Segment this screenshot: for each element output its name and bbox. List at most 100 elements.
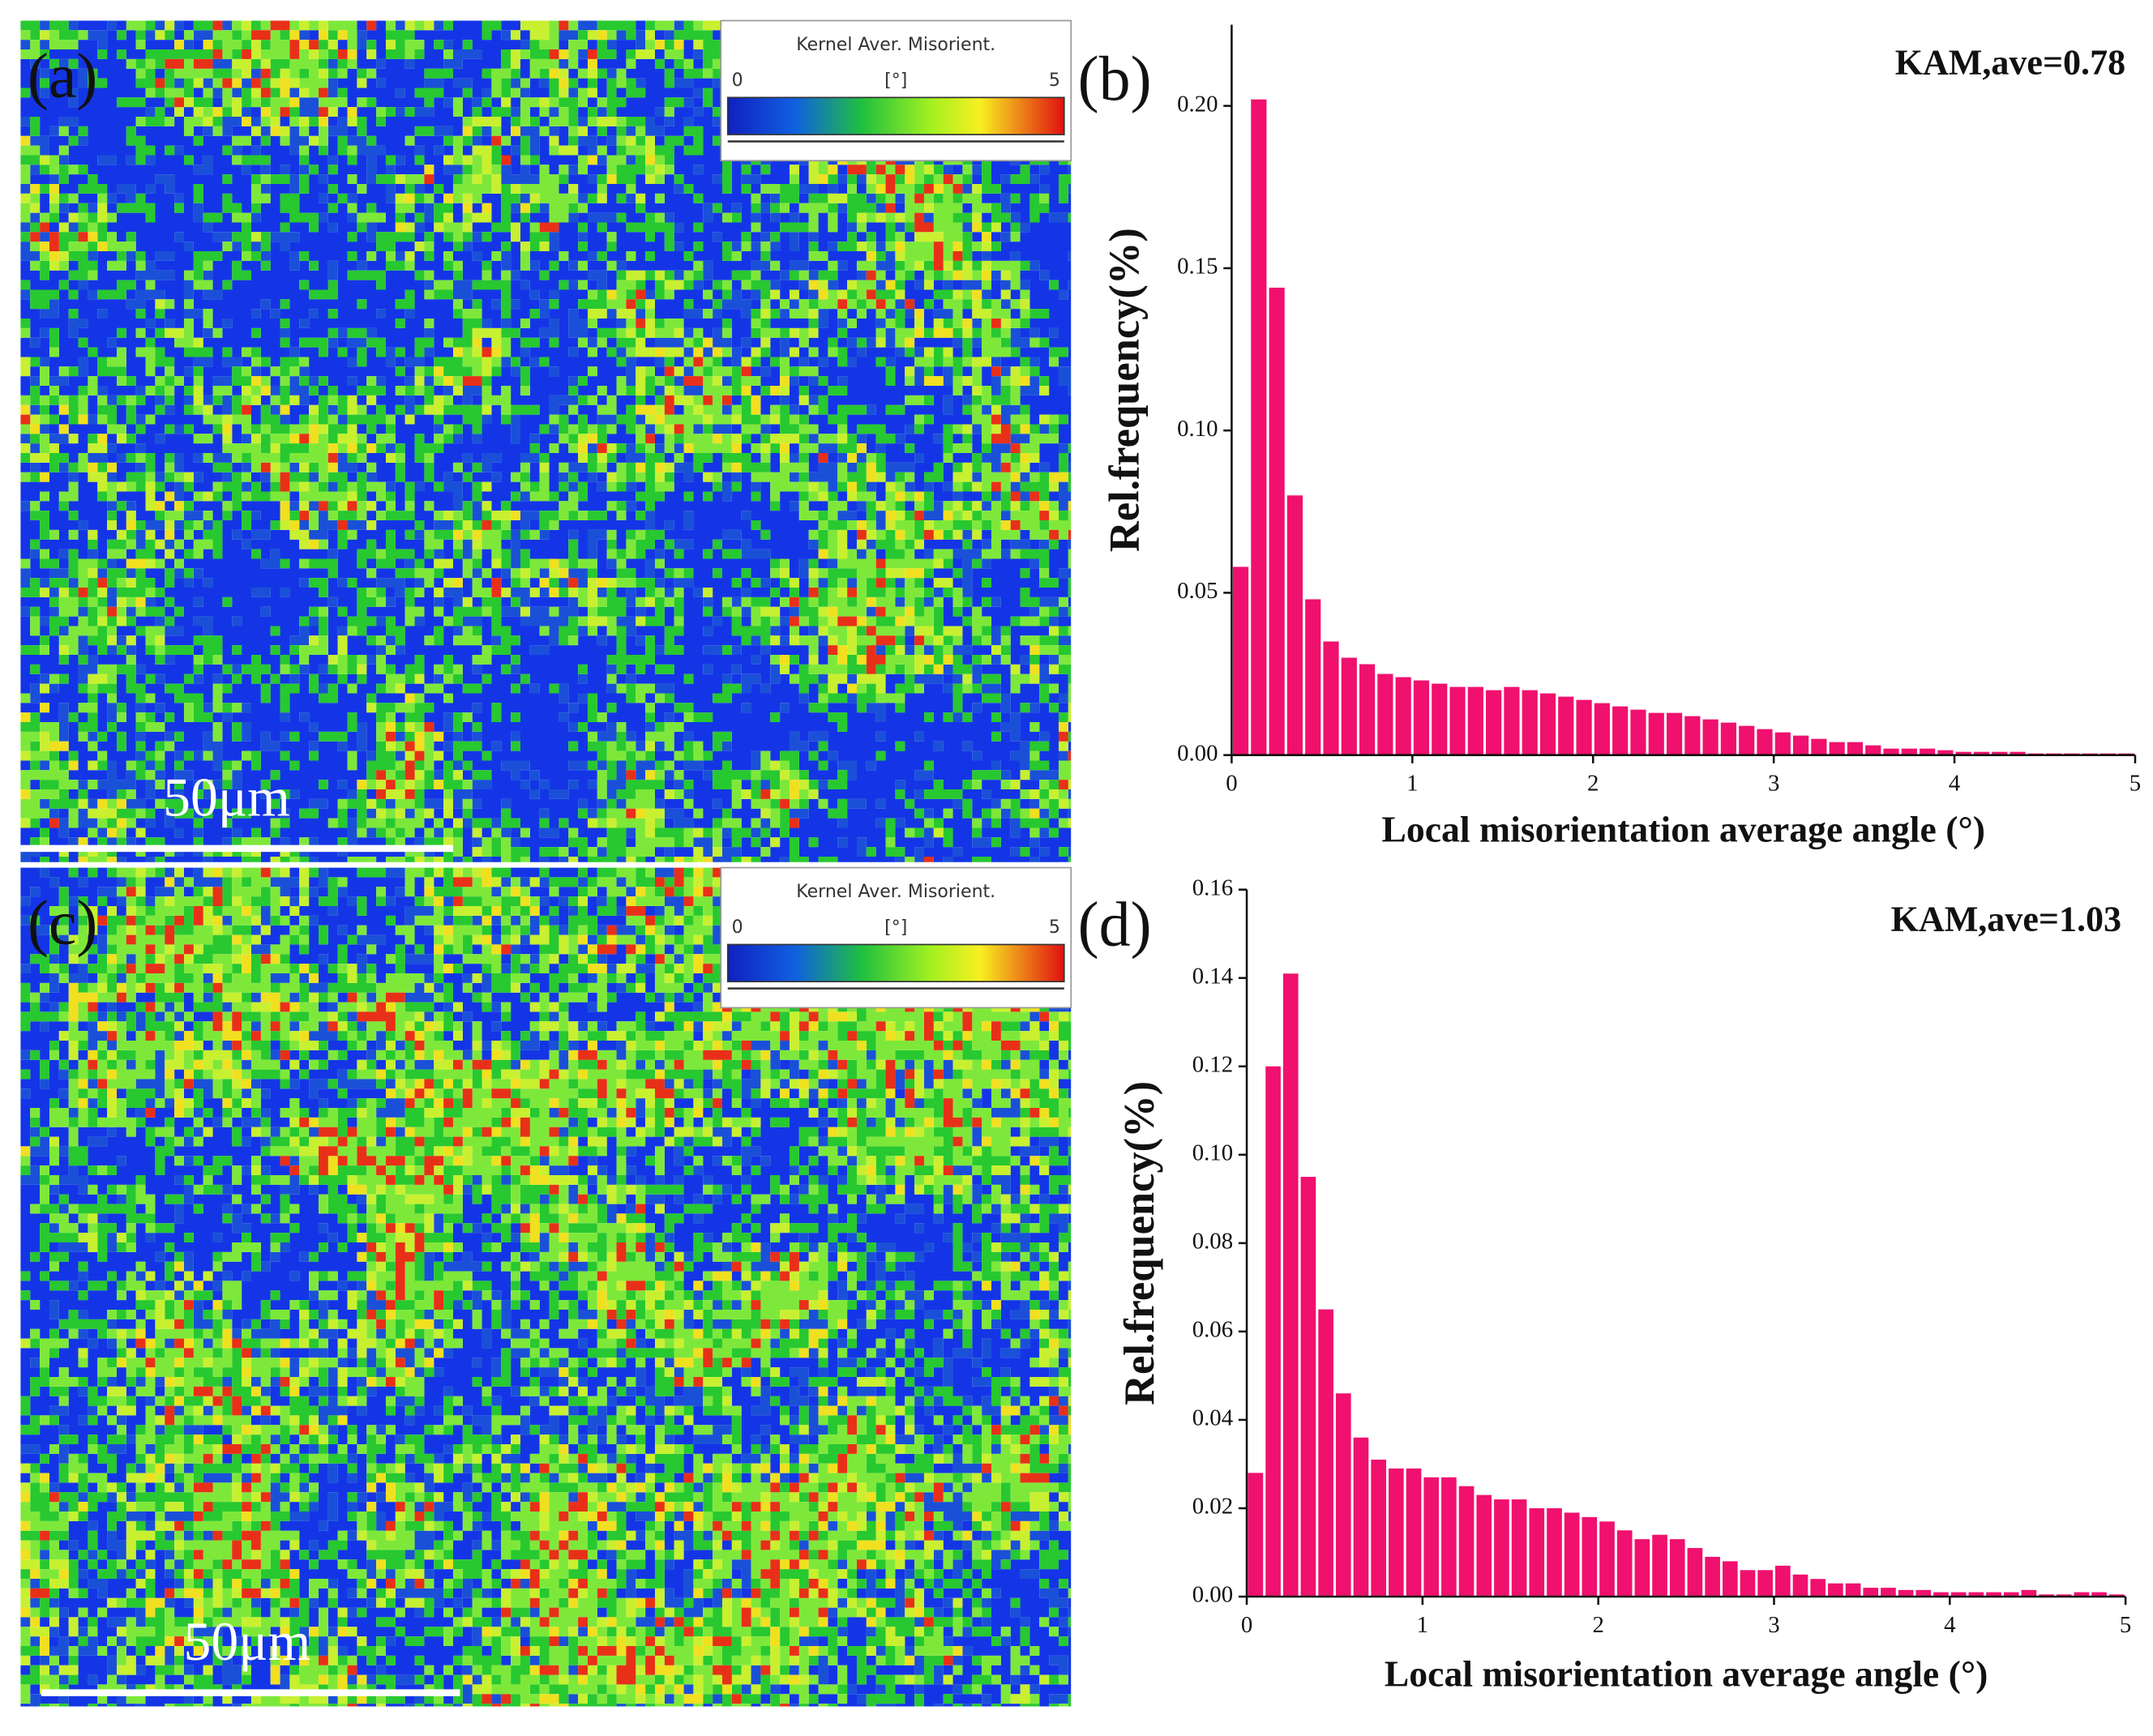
bar [1335,1393,1351,1597]
y-tick-label: 0.10 [1177,416,1218,442]
bar [2108,1594,2125,1597]
bar [1251,99,1267,755]
bar [2056,1594,2072,1597]
bar [1395,677,1411,755]
bar [2039,1594,2054,1597]
bar [1494,1499,1509,1597]
bar [1529,1507,1545,1597]
y-tick-label: 0.04 [1192,1405,1233,1431]
x-tick-label: 0 [1226,771,1237,797]
bar [1286,495,1303,755]
bar [1722,1561,1738,1597]
x-tick-label: 1 [1417,1612,1428,1638]
bar [1920,748,1936,755]
bar [1792,1574,1808,1597]
bar [1684,716,1701,755]
bar [1811,738,1827,755]
legend-title: Kernel Aver. Misorient. [796,882,995,902]
bar [1467,686,1483,755]
y-tick-label: 0.08 [1192,1228,1233,1254]
map-pixels [20,867,1072,1707]
legend-min: 0 [732,917,743,938]
bar [1883,748,1899,755]
bar [1594,703,1610,755]
bar [2021,1589,2037,1597]
bar [1992,751,2008,755]
legend-min: 0 [732,71,743,91]
bar [1774,732,1791,755]
legend-title: Kernel Aver. Misorient. [796,35,995,55]
y-tick-label: 0.10 [1192,1140,1233,1165]
bar [1955,751,1971,755]
y-tick-label: 0.06 [1192,1317,1233,1343]
bar [1933,1592,1949,1597]
bar [1305,599,1321,755]
bar [1740,1570,1756,1597]
x-tick-label: 3 [1768,1612,1779,1638]
y-tick-label: 0.02 [1192,1494,1233,1520]
panel-label: (b) [1078,44,1152,113]
y-tick-label: 0.16 [1192,874,1233,900]
y-tick-label: 0.14 [1192,963,1233,989]
bar [1522,690,1538,755]
legend-box [720,866,1072,1009]
bar [1476,1494,1492,1597]
bar [1511,1499,1527,1597]
bar [1898,1589,1914,1597]
x-tick-label: 2 [1592,1612,1603,1638]
x-tick-label: 5 [2129,771,2141,797]
bar [1423,1477,1440,1597]
bar [1634,1539,1650,1597]
annotation: KAM,ave=0.78 [1895,42,2125,82]
map-pixels [20,20,1072,862]
bar [1576,699,1592,755]
bar [1318,1309,1333,1597]
bar [1353,1437,1369,1597]
bar [1300,1177,1316,1597]
bar [2091,1592,2107,1597]
bar [1937,750,1954,755]
bar [1847,742,1864,755]
map-pixels [20,20,1072,862]
bar [1810,1579,1826,1597]
bar [1269,287,1285,755]
bar [2010,751,2026,755]
map-pixels [20,20,1072,862]
bar [1687,1548,1703,1597]
bar [1986,1592,2001,1597]
bar [1669,1539,1685,1597]
bar [1406,1468,1422,1597]
map-pixels [20,867,1072,1707]
map-pixels [20,20,1072,862]
bar [1881,1588,1896,1597]
bar [1282,973,1299,1597]
map-pixels [20,867,1072,1707]
x-tick-label: 0 [1241,1612,1252,1638]
bar [1564,1512,1580,1597]
bar [1458,1486,1475,1597]
y-tick-label: 0.00 [1192,1582,1233,1608]
bar [1648,712,1664,755]
map-pixels [20,30,1072,862]
bar [1845,1583,1861,1597]
bar [1915,1589,1932,1597]
bar [1612,706,1629,755]
bar [1968,1592,1984,1597]
map-pixels [20,867,1072,1707]
y-tick-label: 0.05 [1177,578,1218,604]
bar [1705,1556,1720,1597]
bar [1449,686,1466,755]
legend-gradient [726,96,1065,135]
map-pixels [30,867,1068,1707]
bar [1793,735,1809,755]
legend-gradient [726,943,1065,983]
panel-label: (a) [28,41,97,111]
bar [1865,745,1881,755]
bar [1863,1588,1879,1597]
bar [1558,696,1574,755]
bar [1739,725,1755,755]
bar [1359,664,1376,755]
panel-label: (c) [28,888,97,958]
bar [1547,1507,1562,1597]
